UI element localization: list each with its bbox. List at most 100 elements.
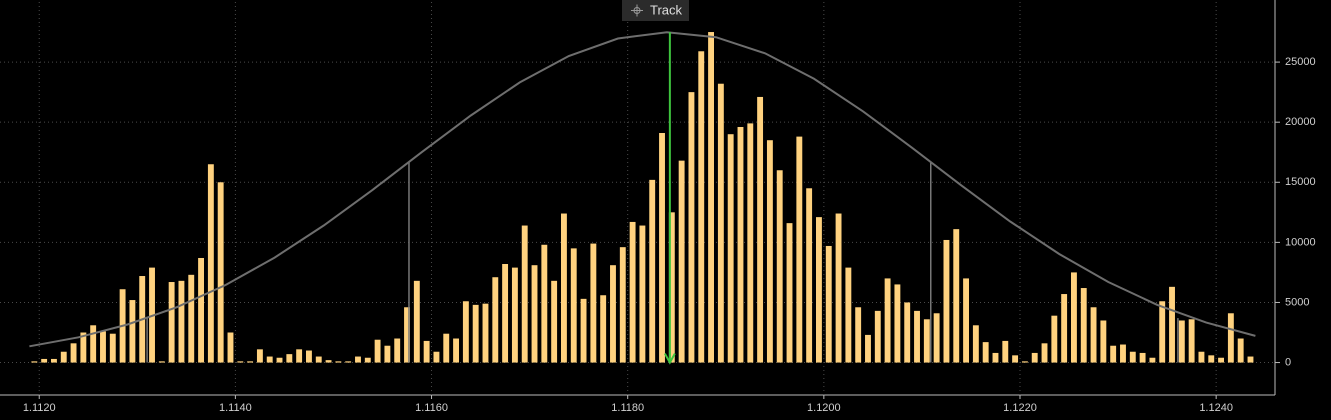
bar: [404, 307, 410, 363]
bar: [1061, 294, 1068, 363]
bar: [639, 225, 646, 363]
bar: [619, 247, 626, 363]
bar: [992, 352, 999, 363]
bar: [717, 83, 724, 363]
bar: [1071, 272, 1077, 363]
bar: [1149, 357, 1156, 363]
bar: [51, 358, 57, 363]
y-tick-label: 15000: [1285, 176, 1316, 188]
bar: [423, 340, 430, 363]
bar: [70, 343, 77, 363]
bar: [502, 264, 509, 363]
bar: [865, 334, 871, 363]
bar: [737, 126, 744, 363]
bar: [511, 267, 518, 363]
bar: [708, 32, 714, 363]
bar: [335, 361, 342, 363]
bar: [129, 300, 136, 363]
bar: [1169, 286, 1175, 363]
bar: [521, 225, 528, 363]
bar: [1139, 352, 1146, 363]
bar: [1031, 352, 1038, 363]
bar: [492, 277, 499, 363]
bar: [776, 170, 783, 363]
y-tick-label: 10000: [1285, 236, 1316, 248]
bar: [345, 361, 352, 363]
bar: [659, 133, 665, 363]
bar: [217, 182, 224, 363]
bar: [1041, 343, 1048, 363]
bar: [453, 338, 459, 363]
x-tick-label: 1.1200: [807, 402, 841, 414]
bar: [1129, 351, 1136, 363]
bar: [590, 243, 597, 363]
overlay-layer: [29, 31, 1256, 365]
bar: [198, 257, 204, 363]
bar: [1208, 355, 1215, 363]
bar: [629, 221, 636, 363]
bar: [188, 274, 195, 363]
track-button-bg[interactable]: [622, 0, 689, 21]
bar: [610, 265, 616, 363]
bar: [1100, 320, 1107, 363]
y-tick-label: 5000: [1285, 296, 1309, 308]
bar: [247, 361, 254, 363]
bar: [1227, 313, 1234, 363]
crosshair-icon: [631, 4, 643, 17]
bar: [649, 179, 656, 363]
bar: [158, 361, 165, 363]
x-tick-label: 1.1140: [219, 402, 252, 414]
bar: [31, 361, 38, 363]
bar: [1218, 357, 1224, 363]
track-button[interactable]: Track: [622, 0, 689, 21]
bar: [364, 357, 371, 363]
bar: [168, 282, 175, 363]
bar: [227, 332, 234, 363]
bar: [982, 342, 989, 363]
bar: [972, 325, 979, 363]
bar: [531, 265, 538, 363]
bar: [1002, 340, 1009, 363]
bar: [207, 164, 214, 363]
bar: [394, 338, 401, 363]
bar: [80, 332, 87, 363]
bar: [1051, 315, 1058, 363]
bar: [953, 229, 960, 363]
x-tick-label: 1.1180: [611, 402, 644, 414]
bar: [816, 217, 822, 363]
bar: [462, 301, 469, 363]
bar: [600, 295, 607, 363]
bar: [296, 349, 303, 363]
bar: [286, 354, 293, 363]
bar: [276, 357, 283, 363]
bar: [1237, 338, 1244, 363]
bar: [384, 345, 391, 363]
bar: [1178, 320, 1185, 363]
mean-marker-head: [663, 353, 676, 365]
x-tick-label: 1.1160: [415, 402, 448, 414]
x-tick-label: 1.1220: [1003, 402, 1037, 414]
bar: [100, 331, 106, 363]
bars-layer: [31, 32, 1254, 363]
bar: [1188, 319, 1195, 363]
bar: [266, 356, 273, 363]
bar: [678, 160, 685, 363]
bar: [472, 304, 479, 363]
y-tick-label: 20000: [1285, 116, 1316, 128]
bar: [835, 213, 842, 363]
bar: [580, 298, 587, 363]
bar: [1012, 355, 1019, 363]
bar: [306, 350, 312, 363]
bar: [874, 310, 881, 363]
grid-layer: 0 5000 10000 15000 20000 25000 1.1120 1.1140 1.1…: [0, 2, 1316, 414]
track-button-label[interactable]: Track: [650, 2, 683, 17]
fit-curve: [29, 31, 1256, 348]
bar: [1159, 301, 1166, 363]
bar: [178, 280, 185, 363]
bar: [315, 356, 322, 363]
bar: [825, 245, 832, 363]
bar: [541, 244, 548, 363]
bar: [747, 123, 754, 363]
